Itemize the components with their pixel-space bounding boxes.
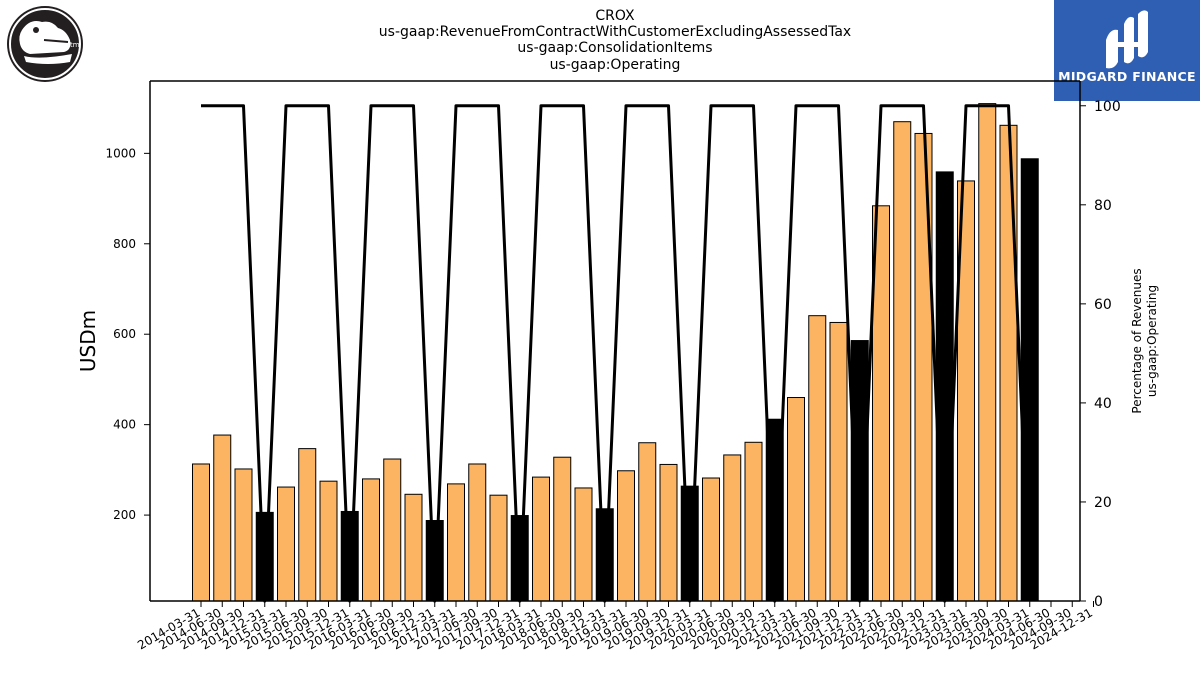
y2-label-line-2: us-gaap:Operating [1145,285,1159,397]
bar-2021-03-31 [787,397,805,602]
bar-2015-09-30 [319,480,338,602]
svg-text:tm: tm [70,41,80,49]
bar-2017-09-30 [489,494,508,602]
percentage-line [201,104,1032,603]
y-axis-label-right: Percentage of Revenues us-gaap:Operating [1130,268,1159,413]
bar-2015-06-30 [298,448,317,602]
bar-2017-06-30 [468,463,487,602]
axes-frame [149,80,1081,602]
bar-2020-06-30 [723,454,742,602]
bar-2018-09-30 [574,487,593,602]
bar-2016-09-30 [404,493,423,602]
bar-2023-09-30 [999,124,1018,602]
midgard-finance-logo-icon: MIDGARD FINANCE [1054,0,1200,101]
y-tick-label-200: 200 [113,508,136,522]
bar-2019-03-31 [617,470,635,602]
bar-2018-06-30 [553,456,572,602]
bar-2022-09-30 [914,132,933,602]
bar-2019-09-30 [659,463,678,602]
bar-2023-12-31 [1020,158,1039,602]
y2-tick-label-80: 80 [1094,198,1112,214]
y-axis-label-left: USDm [76,310,100,372]
bar-2023-06-30 [978,103,997,602]
bar-2015-03-31 [277,486,295,602]
y2-tick-label-40: 40 [1094,396,1112,412]
bar-2019-06-30 [638,442,657,602]
bar-2021-09-30 [829,321,848,602]
bar-2014-03-31 [192,463,210,602]
bars-layer [192,103,1039,602]
bar-2021-06-30 [808,315,827,602]
bar-2014-09-30 [234,468,253,602]
y-tick-label-600: 600 [113,327,136,341]
y-tick-label-1000: 1000 [105,146,136,160]
bar-2020-03-31 [702,477,720,602]
y2-label-line-1: Percentage of Revenues [1130,268,1144,413]
bar-2016-03-31 [362,478,380,602]
bar-2020-09-30 [744,441,763,602]
y-axis-right: 0 20 40 60 80 100 [1080,99,1121,610]
y2-tick-label-20: 20 [1094,495,1112,511]
bar-2018-03-31 [532,476,550,602]
y2-tick-label-0: 0 [1094,594,1103,610]
title-line-4: us-gaap:Operating [550,57,681,73]
title-line-2: us-gaap:RevenueFromContractWithCustomerE… [379,24,851,40]
y-tick-label-800: 800 [113,237,136,251]
line-layer [201,104,1032,603]
x-axis: 2014-03-312014-06-302014-09-302014-12-31… [135,601,1095,652]
bar-2022-12-31 [935,171,954,602]
y-axis-left: 200 400 600 800 1000 [105,146,150,522]
bar-2016-06-30 [383,458,402,602]
bar-2022-06-30 [893,121,912,602]
chart-title: CROX us-gaap:RevenueFromContractWithCust… [379,8,851,73]
y2-tick-label-100: 100 [1094,99,1121,115]
crocodile-logo-icon: tm [7,6,83,82]
bar-2017-03-31 [447,483,465,602]
bar-2014-06-30 [213,434,232,602]
svg-text:MIDGARD FINANCE: MIDGARD FINANCE [1058,69,1196,84]
y2-tick-label-60: 60 [1094,297,1112,313]
y-tick-label-400: 400 [113,418,136,432]
title-line-3: us-gaap:ConsolidationItems [517,40,712,56]
title-line-1: CROX [595,8,635,24]
